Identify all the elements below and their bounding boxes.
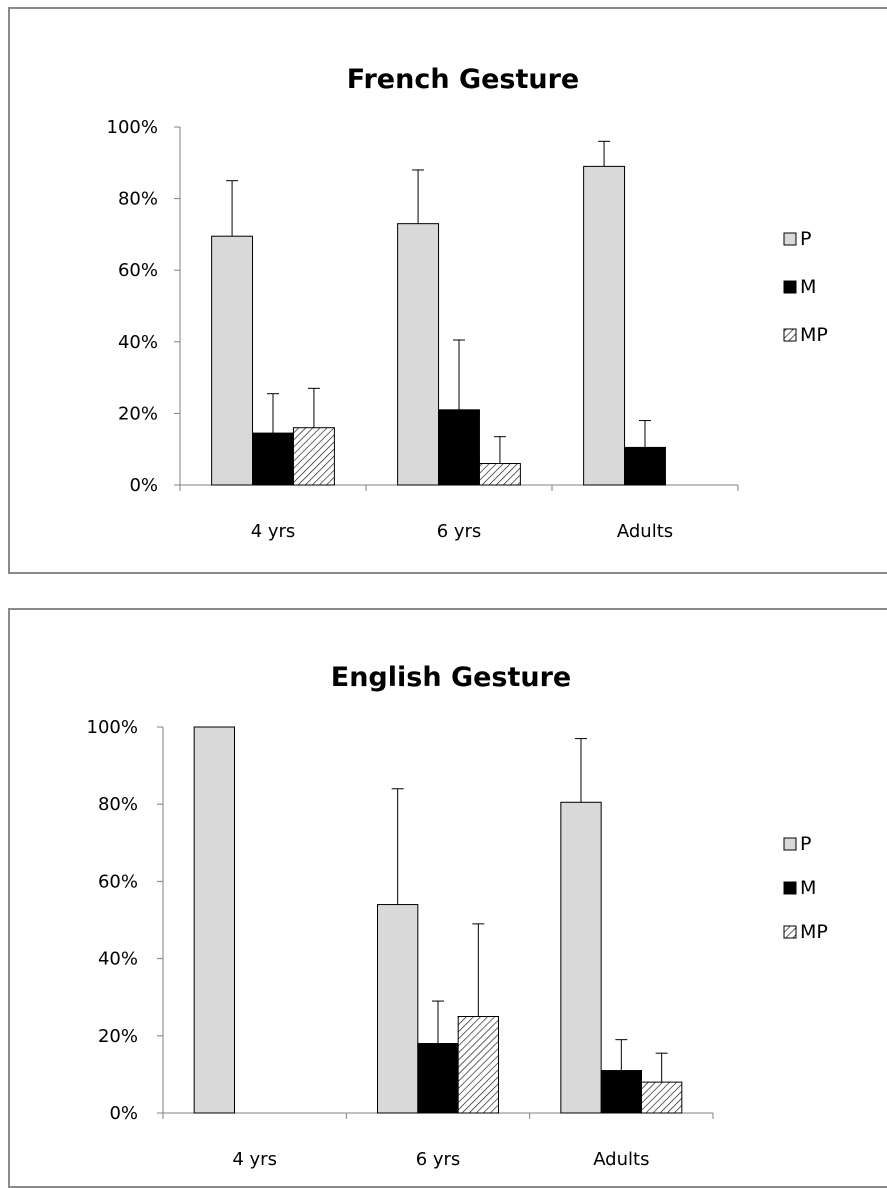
bar-p-0 <box>193 726 236 1114</box>
legend-label-mp: MP <box>800 921 828 943</box>
bar-m-2 <box>600 1070 643 1114</box>
y-tick-label: 20% <box>98 1026 138 1047</box>
legend-swatch-p <box>783 232 797 246</box>
chart-title: English Gesture <box>331 662 572 693</box>
y-tick-label: 80% <box>98 794 138 815</box>
x-category-label: 6 yrs <box>437 521 482 542</box>
bar-mp-2 <box>641 1081 683 1114</box>
legend-label-p: P <box>800 228 811 250</box>
x-category-label: Adults <box>617 521 673 542</box>
y-tick-label: 60% <box>98 871 138 892</box>
legend-label-mp: MP <box>800 324 828 346</box>
bar-p-1 <box>397 223 440 486</box>
y-tick-label: 100% <box>107 117 158 138</box>
x-category-label: 4 yrs <box>232 1149 277 1170</box>
bar-mp-1 <box>457 1016 499 1114</box>
bar-p-0 <box>211 235 254 486</box>
chart-title: French Gesture <box>347 64 580 95</box>
y-tick-label: 100% <box>87 717 138 738</box>
bar-mp-0 <box>292 427 335 486</box>
y-tick-label: 40% <box>118 332 158 353</box>
bar-mp-1 <box>478 463 521 486</box>
chart-french: French Gesture 0% 20% 40% 60% 80% 100% 4 yrs 6 y… <box>107 64 828 542</box>
y-tick-label: 0% <box>109 1103 138 1124</box>
chart-english: English Gesture 0% 20% 40% 60% 80% 100% 4 yrs 6 … <box>87 662 828 1170</box>
legend-label-p: P <box>800 833 811 855</box>
y-tick-label: 20% <box>118 403 158 424</box>
bar-p-1 <box>377 904 419 1114</box>
y-tick-label: 80% <box>118 189 158 210</box>
legend-swatch-p <box>783 837 797 851</box>
bar-p-2 <box>560 801 602 1114</box>
bar-m-0 <box>252 432 294 486</box>
bar-m-1 <box>417 1043 459 1114</box>
legend-swatch-mp <box>783 328 797 342</box>
y-tick-label: 0% <box>129 475 158 496</box>
x-category-label: Adults <box>593 1149 649 1170</box>
bar-m-2 <box>624 446 666 486</box>
legend-swatch-m <box>783 881 797 895</box>
chart-panel-french: French Gesture 0% 20% 40% 60% 80% 100% 4 yrs 6 y… <box>8 7 887 574</box>
chart-panel-english: English Gesture 0% 20% 40% 60% 80% 100% 4 yrs 6 … <box>8 608 887 1188</box>
y-tick-label: 40% <box>98 949 138 970</box>
bar-p-2 <box>583 165 626 486</box>
legend-label-m: M <box>800 276 816 298</box>
bar-m-1 <box>438 409 480 486</box>
y-tick-label: 60% <box>118 260 158 281</box>
legend-label-m: M <box>800 877 816 899</box>
x-category-label: 6 yrs <box>416 1149 461 1170</box>
legend-swatch-m <box>783 280 797 294</box>
legend-swatch-mp <box>783 925 797 939</box>
x-category-label: 4 yrs <box>251 521 296 542</box>
